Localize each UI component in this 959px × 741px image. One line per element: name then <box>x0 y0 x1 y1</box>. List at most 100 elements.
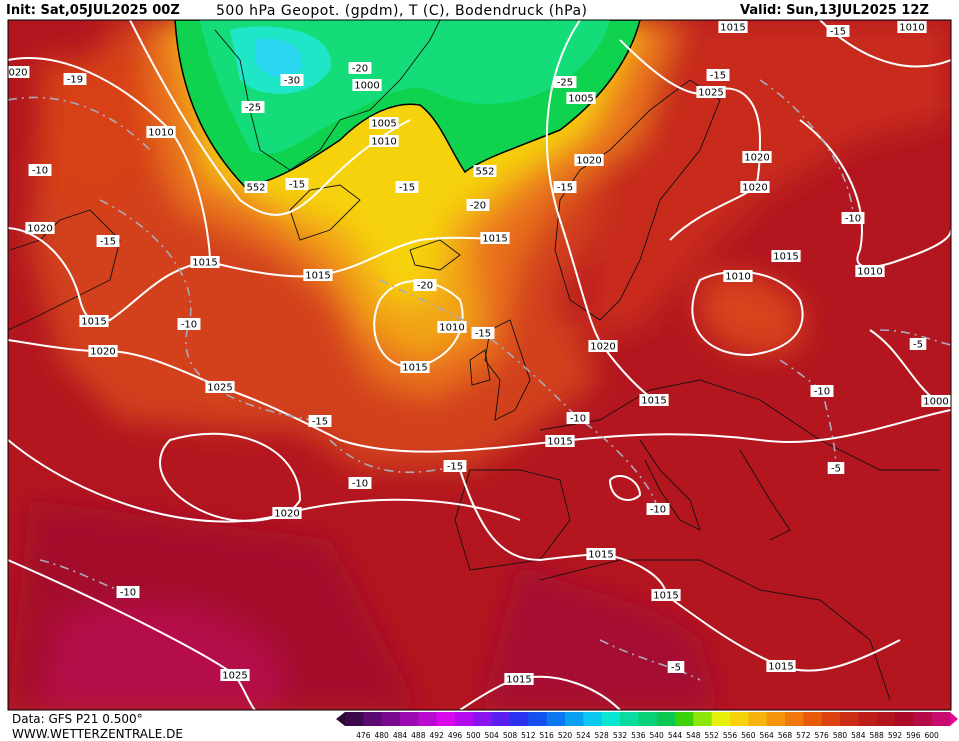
map-label: 1015 <box>639 394 669 407</box>
map-label-text: 1020 <box>274 509 299 520</box>
colorbar-label: 576 <box>815 731 830 740</box>
map-label-box <box>566 92 596 104</box>
map-label-box <box>395 181 419 193</box>
map-label-text: -15 <box>475 329 491 340</box>
colorbar-cell <box>656 712 676 726</box>
map-label-text: -10 <box>352 479 368 490</box>
map-label-text: 1015 <box>547 437 572 448</box>
colorbar-label: 536 <box>631 731 646 740</box>
map-label-text: 1000 <box>923 397 948 408</box>
map-label-box <box>400 361 430 373</box>
map-label-box <box>586 548 616 560</box>
map-label: 552 <box>244 181 268 194</box>
colorbar-cell <box>601 712 621 726</box>
map-label-text: 552 <box>475 167 494 178</box>
map-label-text: 1015 <box>192 258 217 269</box>
map-label-box <box>718 21 748 33</box>
map-label-box <box>205 381 235 393</box>
map-label: -30 <box>280 74 304 87</box>
colorbar-cell <box>913 712 933 726</box>
map-label: -15 <box>308 415 332 428</box>
map-label-box <box>8 66 30 78</box>
map-label-box <box>696 86 726 98</box>
colorbar-arrow-left <box>336 712 345 726</box>
map-label-box <box>116 586 140 598</box>
map-label-text: -10 <box>570 414 586 425</box>
map-label-text: 1000 <box>354 81 379 92</box>
map-label: -20 <box>348 62 372 75</box>
map-label: -20 <box>413 279 437 292</box>
map-label: -10 <box>116 586 140 599</box>
colorbar-label: 588 <box>870 731 885 740</box>
map-label: 1010 <box>369 135 399 148</box>
map-label: 1005 <box>369 117 399 130</box>
map-label-text: -15 <box>289 180 305 191</box>
colorbar-cell <box>675 712 694 726</box>
map-label: -5 <box>909 338 927 351</box>
map-label: -15 <box>443 460 467 473</box>
colorbar-label: 548 <box>686 731 701 740</box>
colorbar-label: 528 <box>595 731 610 740</box>
map-label-text: -25 <box>245 103 261 114</box>
map-label: -10 <box>177 318 201 331</box>
map-label-text: 1010 <box>439 323 464 334</box>
map-label-box <box>28 164 52 176</box>
colorbar-label: 488 <box>411 731 426 740</box>
colorbar-label: 508 <box>503 731 518 740</box>
map-label-box <box>742 151 772 163</box>
colorbar-cell <box>473 712 493 726</box>
map-label-box <box>723 270 753 282</box>
map-label-text: 020 <box>8 68 27 79</box>
colorbar-label: 540 <box>650 731 665 740</box>
map-label: 1020 <box>272 507 302 520</box>
colorbar-cell <box>620 712 639 726</box>
map-label-text: 1015 <box>305 271 330 282</box>
map-label-text: 1015 <box>641 396 666 407</box>
product-title: 500 hPa Geopot. (gpdm), T (C), Bodendruc… <box>216 3 587 19</box>
map-label-box <box>437 321 467 333</box>
map-label: -10 <box>348 477 372 490</box>
map-label: 1010 <box>855 265 885 278</box>
map-label-box <box>25 222 55 234</box>
map-label-box <box>566 412 590 424</box>
website: WWW.WETTERZENTRALE.DE <box>12 727 183 741</box>
map-label: -10 <box>28 164 52 177</box>
colorbar-label: 544 <box>668 731 683 740</box>
map-label-text: 1005 <box>371 119 396 130</box>
map-label-text: 1015 <box>482 234 507 245</box>
map-label-box <box>280 74 304 86</box>
colorbar-cell <box>455 712 474 726</box>
map-label-text: -20 <box>470 201 486 212</box>
map-label: -15 <box>471 327 495 340</box>
map-label: 1015 <box>766 660 796 673</box>
colorbar-label: 512 <box>521 731 536 740</box>
colorbar-label: 532 <box>613 731 628 740</box>
colorbar-cell <box>858 712 878 726</box>
colorbar-cell <box>565 712 584 726</box>
map-label-box <box>369 117 399 129</box>
map-label: -15 <box>826 25 850 38</box>
colorbar-label: 476 <box>356 731 371 740</box>
map-label-text: 1015 <box>402 363 427 374</box>
map-label-text: -15 <box>312 417 328 428</box>
map-label-box <box>480 232 510 244</box>
map-label: 1010 <box>437 321 467 334</box>
map-label: -25 <box>241 101 265 114</box>
map-label: 1010 <box>723 270 753 283</box>
map-label-text: -10 <box>32 166 48 177</box>
map-label-text: -30 <box>284 76 300 87</box>
map-label: 1010 <box>897 21 927 34</box>
map-label-box <box>651 589 681 601</box>
map-label-box <box>303 269 333 281</box>
colorbar-label: 568 <box>778 731 793 740</box>
map-label-text: 1005 <box>568 94 593 105</box>
map-label: -5 <box>827 462 845 475</box>
map-label-box <box>667 661 685 673</box>
map-label-text: 1015 <box>506 675 531 686</box>
map-label-box <box>369 135 399 147</box>
colorbar-cell <box>546 712 566 726</box>
map-label-box <box>63 73 87 85</box>
colorbar-cell <box>711 712 731 726</box>
colorbar-label: 480 <box>375 731 390 740</box>
map-label: 1015 <box>190 256 220 269</box>
